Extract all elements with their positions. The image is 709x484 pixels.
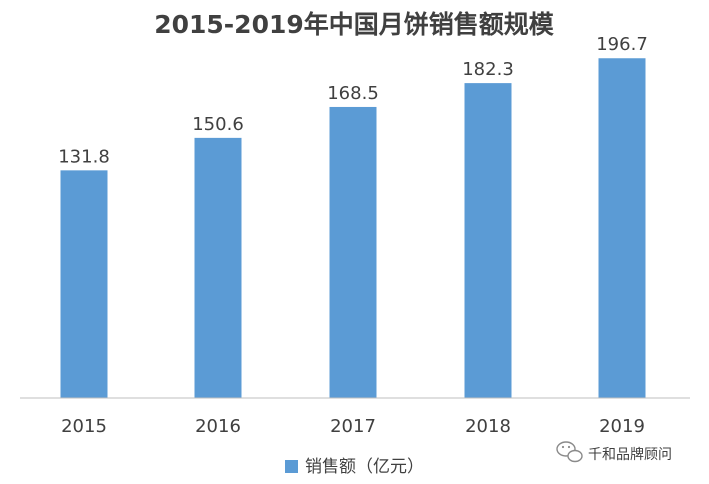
x-tick-2016: 2016 — [195, 416, 241, 437]
x-tick-2018: 2018 — [465, 416, 511, 437]
x-tick-2015: 2015 — [61, 416, 107, 437]
legend-swatch — [285, 460, 298, 473]
data-label-2019: 196.7 — [596, 34, 648, 55]
data-label-2017: 168.5 — [327, 83, 379, 104]
bar-2017 — [329, 106, 377, 399]
watermark: 千和品牌顾问 — [556, 441, 672, 463]
bar-2019 — [598, 58, 646, 398]
data-label-2015: 131.8 — [58, 146, 110, 167]
chart-title: 2015-2019年中国月饼销售额规模 — [154, 10, 555, 39]
wechat-icon — [556, 441, 583, 463]
bar-2015 — [60, 170, 108, 398]
legend-label: 销售额（亿元） — [305, 457, 424, 477]
x-tick-labels: 2015 2016 2017 2018 2019 — [61, 416, 645, 437]
bar-2016 — [194, 137, 242, 398]
data-label-2018: 182.3 — [462, 59, 514, 80]
watermark-text: 千和品牌顾问 — [588, 446, 672, 463]
bar-group: 131.8 150.6 168.5 182.3 196.7 — [58, 34, 648, 399]
data-label-2016: 150.6 — [192, 114, 244, 135]
legend: 销售额（亿元） — [285, 457, 424, 477]
x-tick-2017: 2017 — [330, 416, 376, 437]
bar-2018 — [464, 83, 512, 399]
x-tick-2019: 2019 — [599, 416, 645, 437]
